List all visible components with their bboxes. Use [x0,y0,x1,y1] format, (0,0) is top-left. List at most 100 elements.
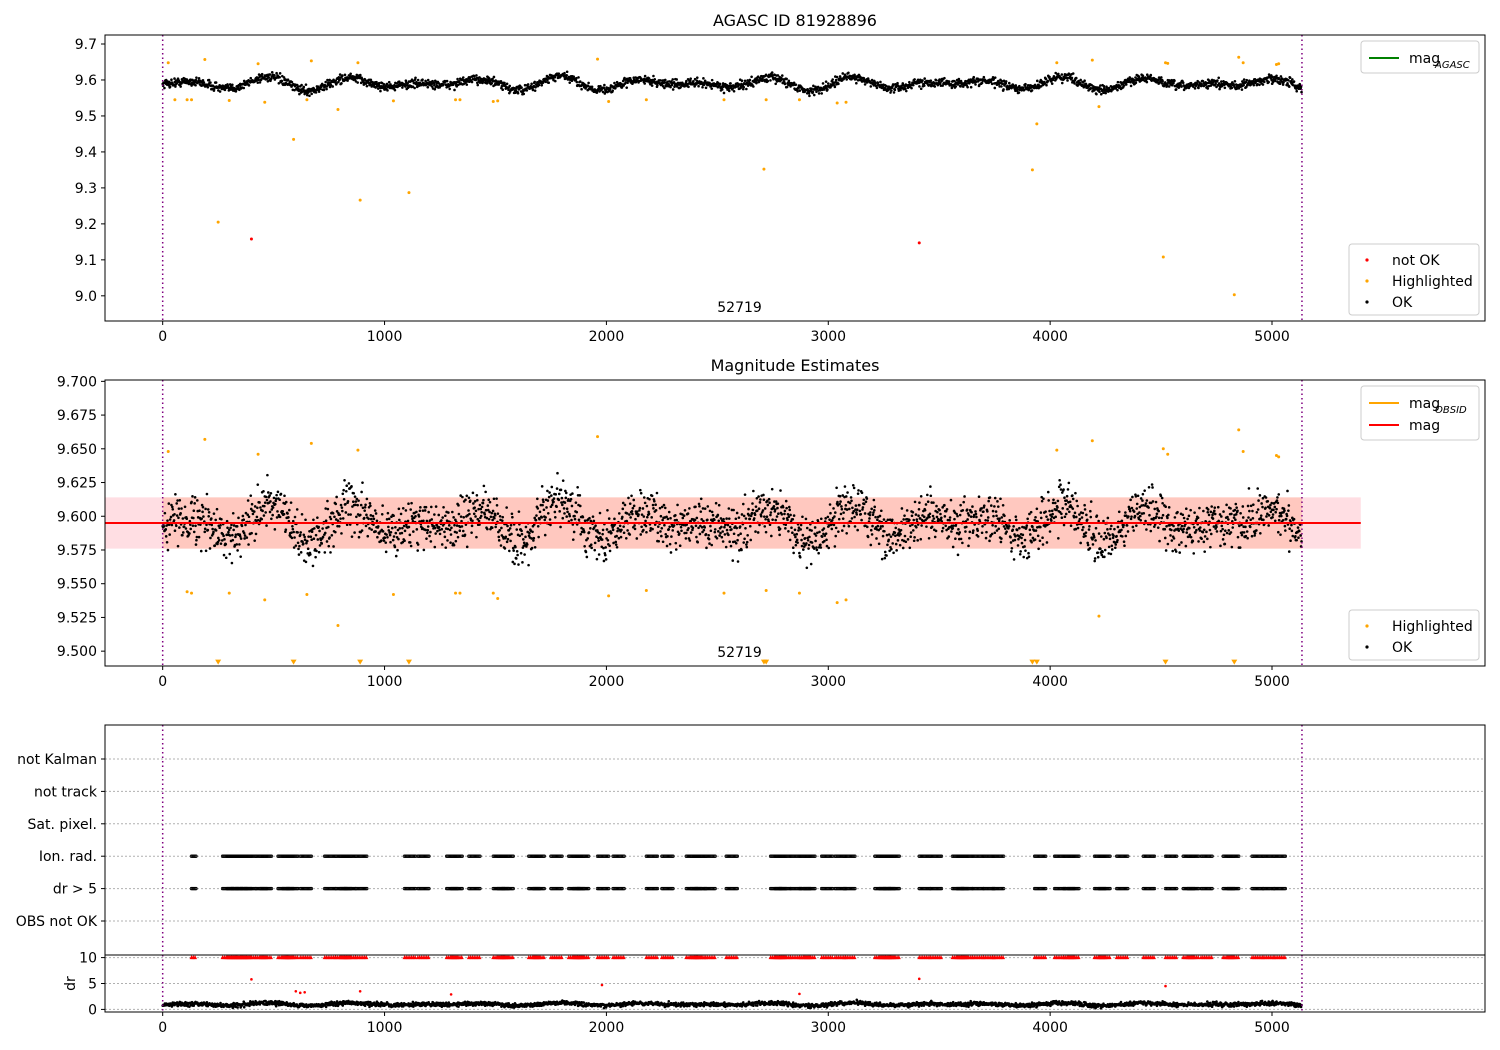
ok-point [308,94,311,98]
ok-point [1024,549,1027,552]
ok-point [969,85,973,89]
ok-point [1055,508,1058,512]
ok-point [520,532,524,536]
ok-point [1053,501,1057,505]
ok-point [279,492,283,496]
ok-point [652,74,655,78]
ok-point [1075,499,1079,503]
ok-point [732,532,736,536]
ok-point [1050,509,1054,513]
ok-point [959,537,963,541]
ok-point [971,531,975,535]
ok-point [1132,510,1136,513]
ok-point [429,540,433,543]
ok-point [921,79,924,82]
ok-point [553,515,557,519]
ok-point [304,560,308,564]
ok-point [499,80,503,83]
ok-point [406,519,410,523]
ok-point [613,81,616,85]
ok-point [1097,519,1100,523]
ok-point [844,504,848,507]
ok-point [480,510,483,514]
ok-point [904,540,908,544]
ok-point [1076,504,1079,508]
ok-point [375,519,379,523]
ok-point [534,85,537,89]
ok-point [472,502,475,505]
ok-point [993,76,997,79]
ok-point [424,505,428,509]
ok-point [416,78,420,82]
ok-point [1127,515,1130,518]
ok-point [1157,509,1160,513]
ok-point [696,540,700,544]
ok-point [754,505,758,508]
ok-point [297,547,300,551]
ok-point [1056,506,1059,509]
ok-point [563,71,566,75]
ok-point [359,73,362,77]
ok-point [547,81,551,85]
ok-point [474,515,477,518]
ok-point [1029,510,1033,514]
ok-point [491,509,495,513]
ok-point [774,82,778,86]
ok-point [488,500,492,504]
ok-point [1044,510,1047,513]
ok-point [359,513,362,517]
ok-point [993,505,996,508]
ok-point [674,513,677,517]
ok-point [1144,519,1147,523]
ok-point [887,533,891,536]
ok-point [446,539,449,542]
ok-point [1027,551,1030,555]
ok-point [722,517,725,521]
ok-point [408,533,412,537]
ok-point [520,529,523,533]
ok-point [365,84,369,88]
ok-point [647,512,651,516]
ok-point [974,83,977,86]
ok-point [541,503,544,507]
ok-point [349,72,352,76]
ok-point [693,518,697,522]
ok-point [442,505,445,509]
ok-point [854,504,858,507]
ok-point [1002,88,1005,91]
ok-point [970,510,973,514]
ok-point [1021,533,1025,537]
ok-point [831,78,834,81]
ok-point [1287,85,1291,88]
not-ok-point [917,241,921,245]
ok-point [1102,519,1105,523]
ok-point [412,530,415,533]
ok-point [465,494,469,498]
ok-point [958,531,962,534]
ok-point [1128,509,1132,513]
ok-point [591,515,595,518]
ok-point [885,554,888,557]
ok-point [357,535,361,539]
ok-point [482,498,485,502]
ok-point [190,84,193,87]
ok-point [218,90,222,93]
ok-point [1242,78,1246,81]
ok-point [360,490,363,494]
ok-point [665,544,669,548]
ok-point [475,74,478,77]
ok-point [838,502,841,506]
ok-point [769,513,772,517]
ok-point [1163,536,1167,540]
ok-point [810,529,813,532]
ok-point [1063,496,1066,499]
ok-point [553,76,557,79]
ok-point [1011,528,1015,532]
ok-point [844,495,848,498]
ok-point [861,506,865,509]
ok-point [523,83,527,87]
ok-point [234,90,238,93]
y-tick-label-1: 9.1 [75,253,97,269]
ok-point [757,495,760,498]
